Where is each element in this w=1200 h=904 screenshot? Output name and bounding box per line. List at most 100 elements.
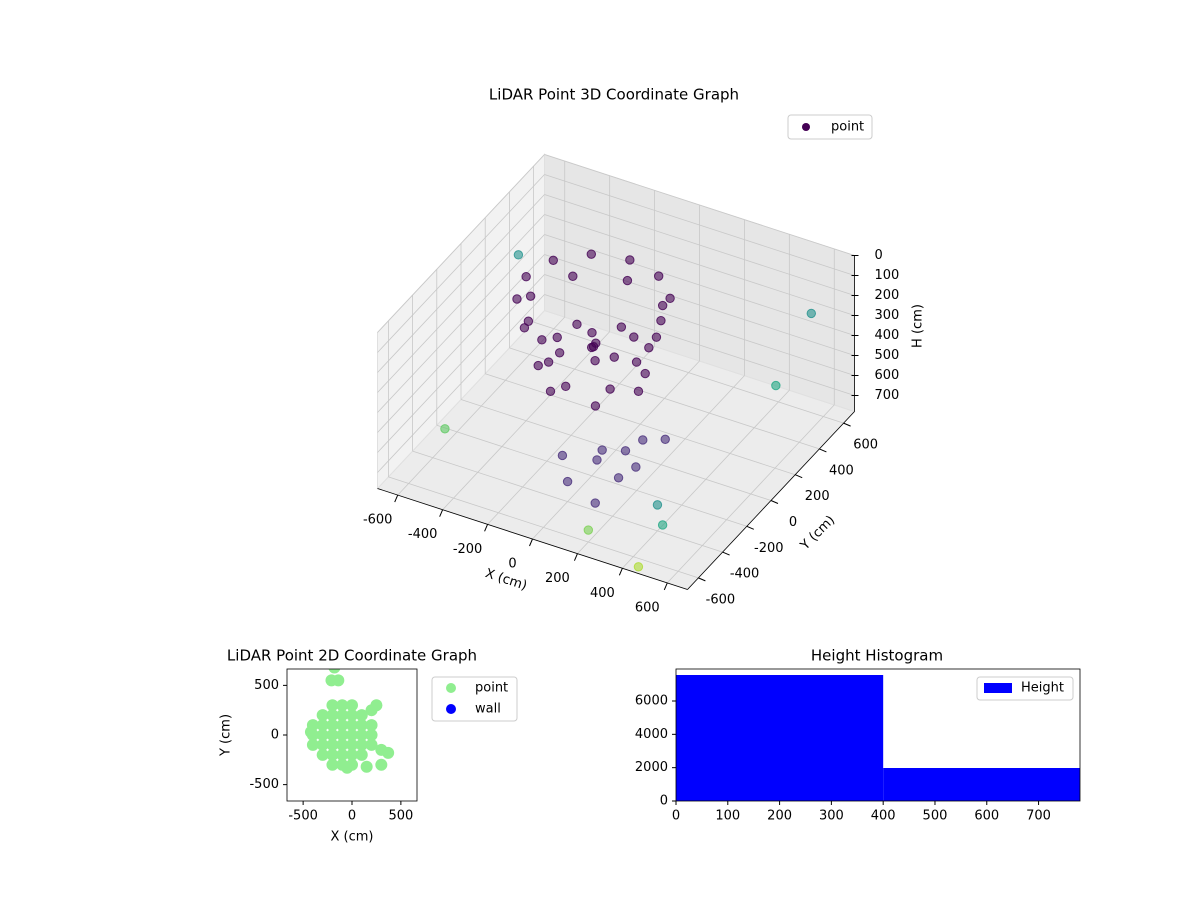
x-tick-label: 0 <box>672 809 680 824</box>
legend-marker <box>984 683 1012 693</box>
point <box>355 748 368 761</box>
grid-line <box>544 174 855 276</box>
grid-line <box>533 321 844 424</box>
point <box>622 275 633 286</box>
point <box>365 719 378 732</box>
point <box>590 498 600 508</box>
point <box>613 473 624 483</box>
y-tick-label: 0 <box>271 728 279 743</box>
point <box>326 729 339 741</box>
x-tick <box>529 538 533 547</box>
grid-line <box>377 174 545 353</box>
y-tick-label: 0 <box>789 515 797 530</box>
grid-line <box>436 424 747 527</box>
point <box>653 271 664 281</box>
x-tick-label: -200 <box>453 542 483 557</box>
y-tick-label: 6000 <box>635 694 668 709</box>
point <box>568 271 578 281</box>
grid-line <box>544 154 855 256</box>
y-tick-label: 500 <box>254 678 279 693</box>
x-tick <box>439 509 444 517</box>
point <box>326 699 339 712</box>
z-tick-label: 300 <box>875 308 900 323</box>
y-tick <box>722 551 730 556</box>
chart-title: LiDAR Point 3D Coordinate Graph <box>489 86 739 104</box>
x-tick-label: 600 <box>974 809 999 824</box>
point <box>346 719 358 732</box>
grid-line <box>485 373 796 476</box>
y-tick-label: 0 <box>660 794 668 809</box>
x-tick-label: 600 <box>635 600 660 615</box>
y-tick-label: 600 <box>853 438 878 453</box>
point <box>545 386 556 396</box>
y-tick-label: 400 <box>829 463 854 478</box>
x-tick-label: 0 <box>508 557 516 572</box>
point <box>326 738 339 751</box>
point <box>561 381 571 392</box>
point <box>638 435 648 445</box>
z-tick-label: 600 <box>875 368 900 383</box>
point <box>316 709 329 722</box>
legend-label: point <box>475 681 508 696</box>
x-tick-label: -600 <box>363 513 393 528</box>
point <box>640 368 650 379</box>
point <box>332 674 345 687</box>
plot-frame <box>675 668 1081 802</box>
grid-line <box>509 347 820 450</box>
grid-line <box>377 194 545 373</box>
point <box>605 384 615 394</box>
point <box>633 386 644 397</box>
legend-marker <box>802 123 810 131</box>
x-axis-line <box>377 488 688 590</box>
x-tick-label: 500 <box>923 809 948 824</box>
x-tick <box>573 553 578 561</box>
z-tick-label: 100 <box>875 268 900 283</box>
grid-line <box>377 214 545 393</box>
point <box>525 291 536 301</box>
z-tick-label: 500 <box>875 348 900 363</box>
point <box>336 719 349 732</box>
x-tick <box>394 494 399 503</box>
grid-line <box>377 294 545 473</box>
point <box>316 719 329 732</box>
grid-line <box>544 194 855 296</box>
x-tick <box>618 568 623 576</box>
point <box>316 738 329 751</box>
legend-label: point <box>831 120 864 135</box>
z-axis-label: H (cm) <box>911 304 926 348</box>
y-axis-label: Y (cm) <box>797 513 838 554</box>
point <box>657 300 668 311</box>
point <box>557 450 568 461</box>
point <box>644 343 654 353</box>
x-tick <box>484 524 489 532</box>
y-tick-label: -600 <box>706 592 736 607</box>
point <box>304 726 317 739</box>
point <box>771 380 781 391</box>
point <box>543 357 554 367</box>
point <box>375 758 388 771</box>
point <box>346 709 358 722</box>
point <box>365 729 378 741</box>
grid-line <box>544 234 855 336</box>
grid-line <box>377 254 545 433</box>
point <box>513 250 524 260</box>
point <box>341 761 354 774</box>
x-tick-label: 400 <box>871 809 896 824</box>
x-tick-label: 500 <box>388 809 413 824</box>
grid-line <box>377 154 545 333</box>
y-axis-label: Y (cm) <box>219 714 234 757</box>
point <box>346 748 358 761</box>
point <box>554 348 565 358</box>
x-tick <box>663 582 668 591</box>
point <box>336 738 349 751</box>
y-tick-label: -500 <box>249 777 279 792</box>
y-tick-label: 2000 <box>635 760 668 775</box>
legend-label: wall <box>475 702 501 717</box>
y-tick <box>698 577 706 582</box>
grid-line <box>412 450 723 553</box>
x-tick-label: -400 <box>408 527 438 542</box>
y-tick <box>819 448 827 453</box>
point <box>328 669 341 674</box>
